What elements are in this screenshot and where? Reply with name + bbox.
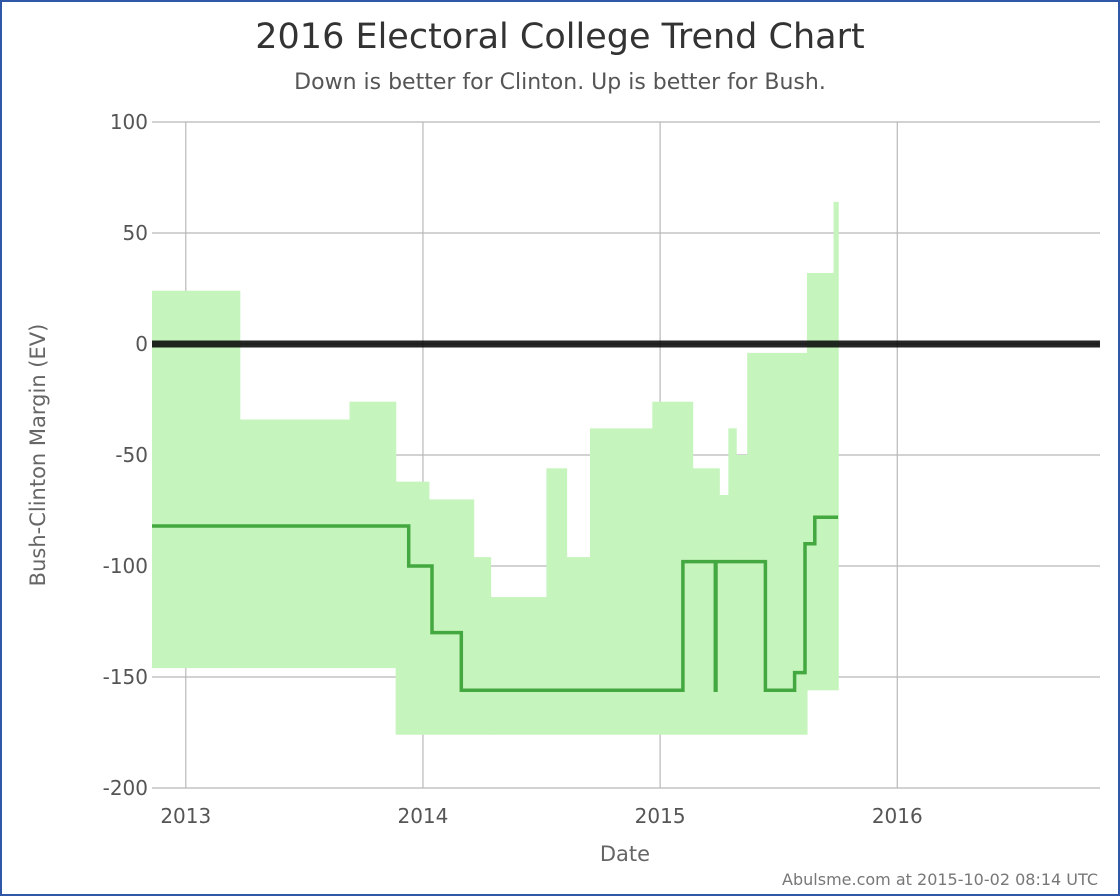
series: [152, 515, 839, 693]
chart-title: 2016 Electoral College Trend Chart: [255, 17, 864, 57]
y-tick-label: -50: [115, 443, 148, 467]
y-tick-label: 50: [123, 221, 148, 245]
band-segment: [687, 401, 694, 735]
y-tick-label: -100: [103, 554, 148, 578]
chart-subtitle: Down is better for Clinton. Up is better…: [294, 70, 826, 95]
band-segment: [806, 272, 835, 691]
x-tick-label: 2015: [635, 804, 686, 828]
band-segment: [152, 290, 241, 669]
band-segment: [395, 481, 430, 735]
band-segment: [473, 557, 492, 735]
y-tick-label: 0: [135, 332, 148, 356]
y-tick-label: -200: [103, 776, 148, 800]
band-segment: [833, 201, 839, 691]
band-segment: [428, 499, 475, 735]
band-segment: [566, 557, 591, 735]
x-tick-label: 2014: [397, 804, 448, 828]
band-segment: [719, 494, 729, 735]
band-segment: [239, 419, 351, 669]
band-segment: [736, 455, 748, 735]
band-segment: [589, 428, 653, 735]
band-segment: [349, 401, 397, 669]
x-axis-label: Date: [600, 842, 650, 866]
band-segment: [490, 597, 548, 735]
x-tick-label: 2016: [872, 804, 923, 828]
range-band: [152, 201, 839, 735]
credit-text: Abulsme.com at 2015-10-02 08:14 UTC: [782, 870, 1098, 889]
band-segment: [728, 428, 737, 735]
y-axis-label: Bush-Clinton Margin (EV): [26, 324, 50, 587]
x-tick-label: 2013: [160, 804, 211, 828]
x-tick-labels: 2013 2014 2015 2016: [160, 804, 922, 828]
band-segment: [546, 468, 568, 735]
y-tick-label: -150: [103, 665, 148, 689]
y-tick-label: 100: [110, 110, 148, 134]
expected-margin-line: [152, 515, 839, 693]
y-tick-labels: 100 50 0 -50 -100 -150 -200: [103, 110, 148, 800]
